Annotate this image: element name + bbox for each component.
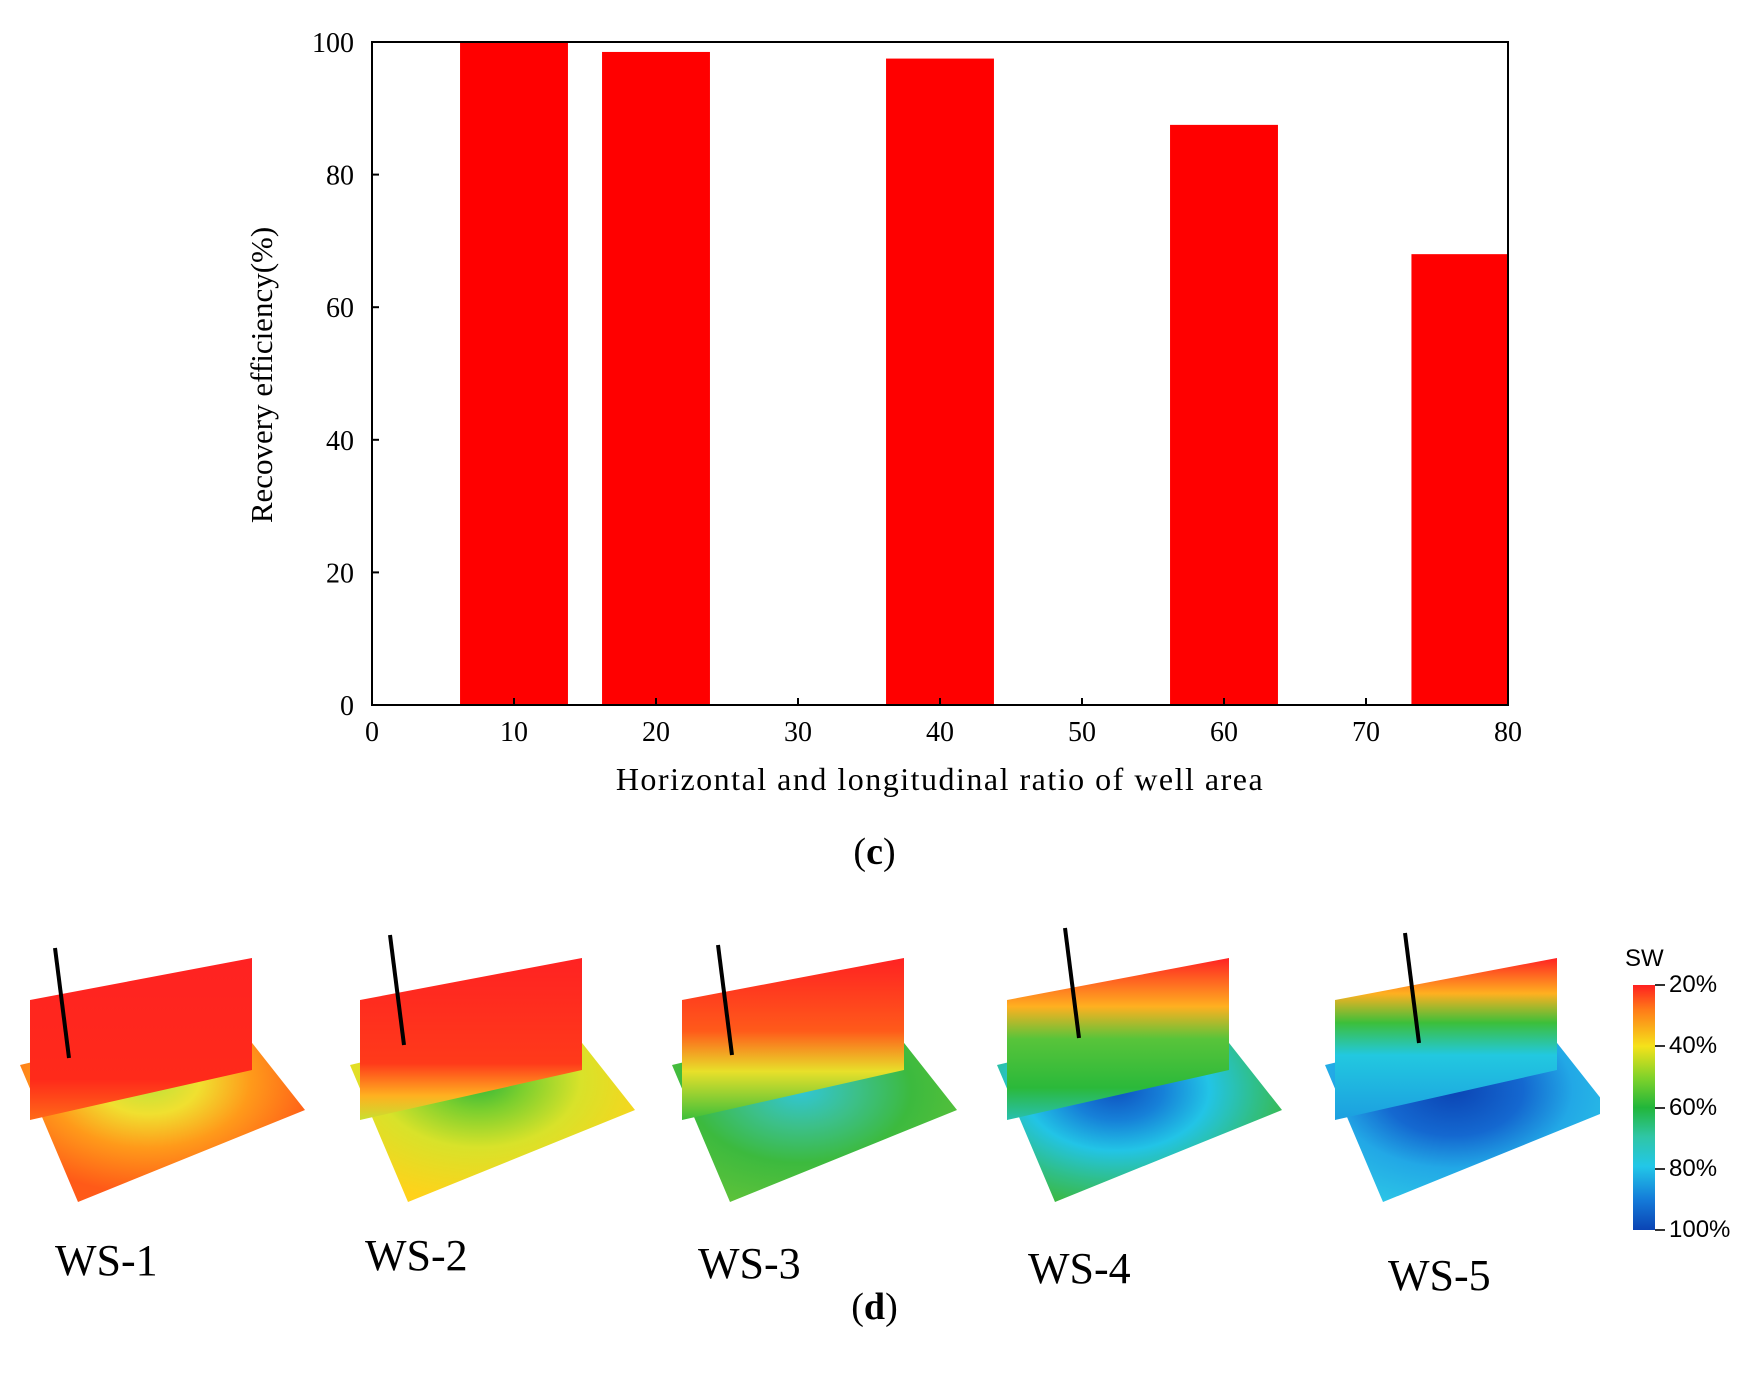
- bar-77: [1411, 254, 1508, 705]
- ws-case-label: WS-4: [1028, 1244, 1131, 1293]
- y-axis-label: Recovery efficiency(%): [244, 227, 279, 523]
- ws-case-label: WS-2: [365, 1231, 468, 1280]
- sw-colorbar-legend: SW 20% 40% 60% 80% 100%: [1605, 945, 1745, 1245]
- bar-40: [886, 58, 994, 705]
- panel-d-caption: (d): [0, 1285, 1749, 1329]
- bar-chart: 0 10 20 30 40 50 60 70 80 0 20 40 60 80 100 Horizonta…: [244, 28, 1522, 797]
- bar-10: [460, 42, 568, 705]
- caption-close-paren: ): [882, 831, 896, 873]
- legend-tick-mark: [1655, 1045, 1665, 1048]
- bar-20: [602, 51, 710, 705]
- y-tick-label: 60: [326, 293, 354, 324]
- saturation-wall-plane: [682, 958, 904, 1120]
- wellbore-line: [1063, 927, 1081, 1039]
- y-tick-label: 100: [312, 28, 354, 59]
- x-tick-label: 10: [500, 717, 528, 748]
- legend-tick-label: 100%: [1669, 1216, 1731, 1243]
- saturation-wall-plane: [360, 958, 582, 1120]
- x-tick-label: 0: [365, 717, 379, 748]
- caption-open-paren: (: [851, 1286, 864, 1328]
- wellbore-line: [388, 934, 406, 1046]
- x-tick-label: 70: [1352, 717, 1380, 748]
- saturation-wall-plane: [1335, 958, 1557, 1120]
- water-saturation-map-ws3: [672, 944, 957, 1202]
- water-saturation-panels: [20, 927, 1600, 1202]
- y-tick-label: 20: [326, 558, 354, 589]
- legend-tick-mark: [1655, 984, 1665, 986]
- y-tick-label: 80: [326, 161, 354, 192]
- wellbore-line: [1403, 932, 1421, 1044]
- legend-tick-label: 40%: [1669, 1032, 1718, 1060]
- bars-group: [460, 42, 1508, 705]
- water-saturation-map-ws5: [1325, 932, 1600, 1202]
- x-tick-label: 40: [926, 717, 954, 748]
- ws-case-label: WS-1: [55, 1236, 158, 1285]
- ws-case-label: WS-3: [698, 1239, 801, 1288]
- water-saturation-map-ws1: [20, 947, 305, 1202]
- y-tick-label: 0: [340, 691, 354, 722]
- panel-c-caption: (c): [0, 830, 1749, 874]
- legend-tick-mark: [1655, 1106, 1665, 1109]
- legend-tick-label: 60%: [1669, 1093, 1718, 1121]
- legend-tick-label: 80%: [1669, 1154, 1718, 1182]
- y-tick-label: 40: [326, 426, 354, 457]
- caption-letter-c: c: [866, 831, 883, 873]
- x-tick-label: 80: [1494, 717, 1522, 748]
- wellbore-line: [53, 947, 71, 1059]
- saturation-wall-plane: [30, 958, 252, 1120]
- x-tick-label: 50: [1068, 717, 1096, 748]
- legend-color-bar: [1633, 985, 1655, 1230]
- x-tick-label: 30: [784, 717, 812, 748]
- legend-tick-label: 20%: [1669, 971, 1718, 998]
- water-saturation-map-ws4: [997, 927, 1282, 1202]
- saturation-wall-plane: [1007, 958, 1229, 1120]
- x-tick-label: 20: [642, 717, 670, 748]
- x-axis-label: Horizontal and longitudinal ratio of wel…: [616, 761, 1264, 797]
- caption-open-paren: (: [853, 831, 867, 873]
- wellbore-line: [716, 944, 734, 1056]
- legend-tick-mark: [1655, 1167, 1665, 1170]
- y-axis-ticks: 0 20 40 60 80 100: [312, 28, 379, 722]
- bar-60: [1170, 124, 1278, 705]
- ws-case-label: WS-5: [1388, 1251, 1491, 1300]
- caption-close-paren: ): [885, 1286, 898, 1328]
- legend-title: SW: [1625, 945, 1664, 972]
- x-tick-label: 60: [1210, 717, 1238, 748]
- water-saturation-map-ws2: [350, 934, 635, 1202]
- caption-letter-d: d: [863, 1286, 886, 1328]
- x-axis-ticks: 0 10 20 30 40 50 60 70 80: [365, 698, 1522, 748]
- legend-tick-mark: [1655, 1229, 1665, 1231]
